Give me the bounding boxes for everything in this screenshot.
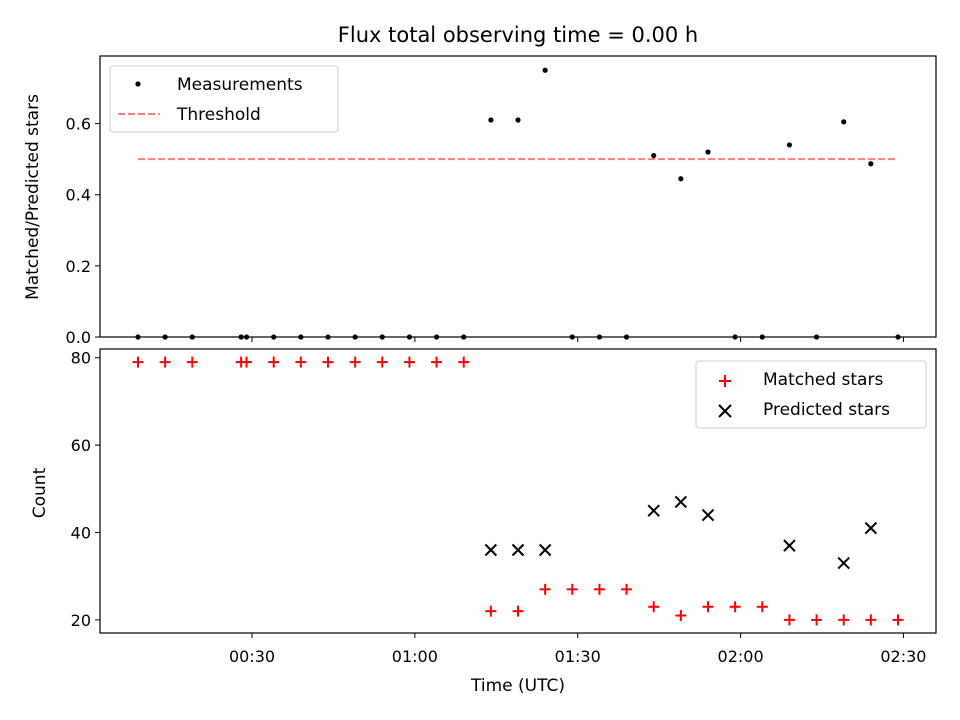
matched-star-point (322, 356, 334, 368)
matched-star-point (675, 610, 687, 622)
top-legend: Measurements Threshold (109, 65, 339, 133)
measurement-point (786, 142, 793, 148)
measurement-point (868, 161, 874, 167)
top-y-ticks: 0.0 0.2 0.4 0.6 (66, 115, 100, 347)
bottom-data-marks (132, 356, 904, 626)
predicted-star-point (511, 543, 525, 557)
bottom-x-tick-label: 00:30 (229, 647, 275, 666)
top-y-tick-label: 0.0 (66, 328, 91, 347)
matched-star-point (729, 601, 741, 613)
legend-predicted-marker (718, 404, 732, 418)
predicted-star-point (647, 504, 660, 517)
matched-star-point (241, 356, 253, 368)
bottom-y-axis-label: Count (30, 467, 50, 518)
matched-star-point (132, 356, 144, 368)
measurement-point (515, 117, 521, 123)
bottom-x-tick-label: 01:00 (392, 647, 438, 666)
bottom-y-tick-label: 40 (71, 524, 91, 543)
top-legend-box (109, 65, 339, 133)
matched-star-point (838, 614, 850, 626)
predicted-star-point (864, 521, 878, 535)
matched-star-point (702, 601, 714, 613)
matched-star-point (756, 601, 768, 613)
predicted-star-point (484, 543, 498, 557)
measurement-point (542, 67, 548, 73)
bottom-y-ticks: 20 40 60 80 (71, 349, 100, 630)
predicted-star-point (783, 539, 796, 552)
matched-star-point (159, 356, 171, 368)
legend-matched-marker (719, 375, 731, 387)
matched-star-point (458, 356, 470, 368)
top-plot-frame (99, 55, 937, 338)
bottom-y-tick-label: 20 (71, 611, 91, 630)
legend-matched-label: Matched stars (763, 370, 883, 390)
matched-star-point (512, 605, 524, 617)
measurement-point (651, 152, 657, 159)
bottom-y-tick-label: 60 (71, 436, 91, 455)
legend-predicted-label: Predicted stars (763, 400, 890, 420)
top-x-ticks (251, 337, 904, 342)
matched-star-point (431, 356, 443, 368)
bottom-x-ticks: 00:30 01:00 01:30 02:00 02:30 (229, 633, 926, 666)
x-axis-label: Time (UTC) (470, 676, 565, 696)
top-axes: 0.0 0.2 0.4 0.6 Matched/Predicted stars Mea… (23, 55, 937, 347)
matched-star-point (566, 583, 578, 595)
chart-title: Flux total observing time = 0.00 h (338, 23, 698, 47)
matched-star-point (811, 614, 823, 626)
legend-measurements-marker (135, 81, 141, 87)
matched-star-point (295, 356, 307, 368)
top-y-axis-label: Matched/Predicted stars (23, 94, 43, 300)
matched-star-point (376, 356, 388, 368)
matched-star-point (865, 614, 877, 626)
bottom-legend: Matched stars Predicted stars (695, 360, 927, 429)
bottom-y-tick-label: 80 (71, 349, 91, 368)
matched-star-point (403, 356, 415, 368)
matched-star-point (186, 356, 198, 368)
matched-star-point (783, 614, 795, 626)
matched-star-point (892, 614, 904, 626)
bottom-x-tick-label: 01:30 (555, 647, 601, 666)
top-y-tick-label: 0.4 (66, 186, 91, 205)
bottom-legend-box (695, 360, 927, 429)
matched-star-point (485, 605, 497, 617)
bottom-plot-frame (99, 348, 937, 634)
matched-star-point (648, 601, 660, 613)
top-y-tick-label: 0.6 (66, 115, 91, 134)
bottom-axes: 20 40 60 80 00:30 01:00 01:30 02:00 02:30 Count… (30, 348, 937, 696)
matched-star-point (539, 583, 551, 595)
predicted-star-point (538, 543, 552, 557)
matched-star-point (268, 356, 280, 368)
predicted-star-point (837, 556, 850, 570)
matched-star-point (349, 356, 361, 368)
bottom-x-tick-label: 02:30 (880, 647, 926, 666)
measurement-point (705, 149, 711, 155)
legend-measurements-label: Measurements (177, 75, 303, 95)
measurement-point (488, 117, 494, 123)
bottom-x-tick-label: 02:00 (718, 647, 764, 666)
matched-star-point (621, 583, 633, 595)
measurement-point (841, 119, 847, 125)
predicted-star-point (674, 495, 688, 509)
top-y-tick-label: 0.2 (66, 257, 91, 276)
predicted-star-point (701, 508, 715, 522)
matched-star-point (593, 583, 605, 595)
measurement-point (678, 176, 684, 182)
legend-threshold-label: Threshold (176, 105, 261, 125)
